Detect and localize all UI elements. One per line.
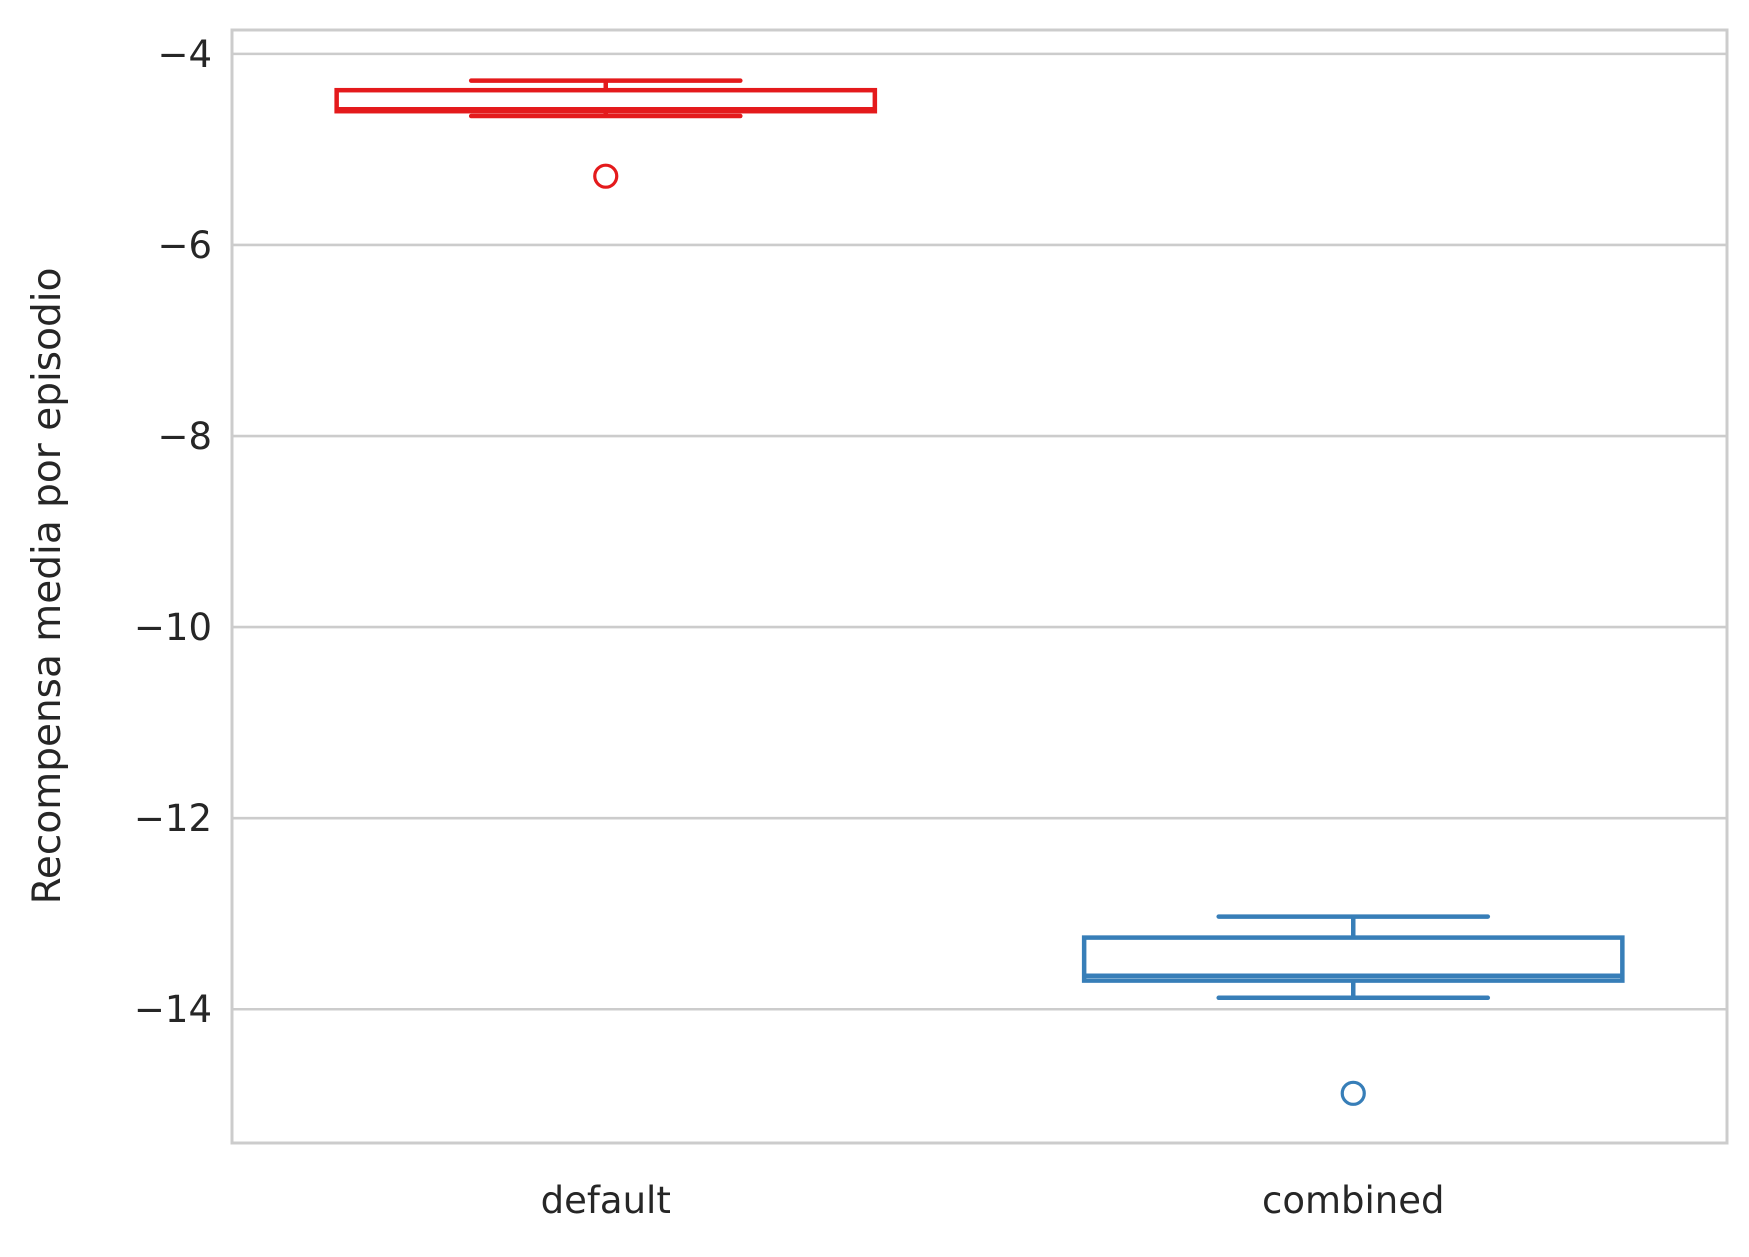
box-combined (1081, 914, 1625, 1106)
outlier-point (593, 163, 619, 189)
y-tick-label: −8 (157, 415, 212, 458)
y-tick-label: −6 (157, 224, 212, 267)
plot-border (230, 28, 1729, 1145)
y-tick-label: −10 (134, 606, 212, 649)
boxes (334, 78, 1625, 1106)
x-tick-label: combined (1262, 1179, 1445, 1222)
box-default (334, 78, 878, 189)
outlier-point (1340, 1080, 1366, 1106)
plot-frame (230, 28, 1729, 1145)
y-tick-label: −12 (134, 797, 212, 840)
y-tick-label: −4 (157, 33, 212, 76)
gridlines (232, 52, 1727, 1011)
x-tick-label: default (541, 1179, 671, 1222)
box-iqr (1081, 935, 1625, 983)
y-tick-labels: −4 −6 −8 −10 −12 −14 (134, 33, 212, 1031)
y-tick-label: −14 (134, 988, 212, 1031)
x-tick-labels: default combined (541, 1179, 1445, 1222)
y-axis-label: Recompensa media por episodio (25, 268, 70, 905)
